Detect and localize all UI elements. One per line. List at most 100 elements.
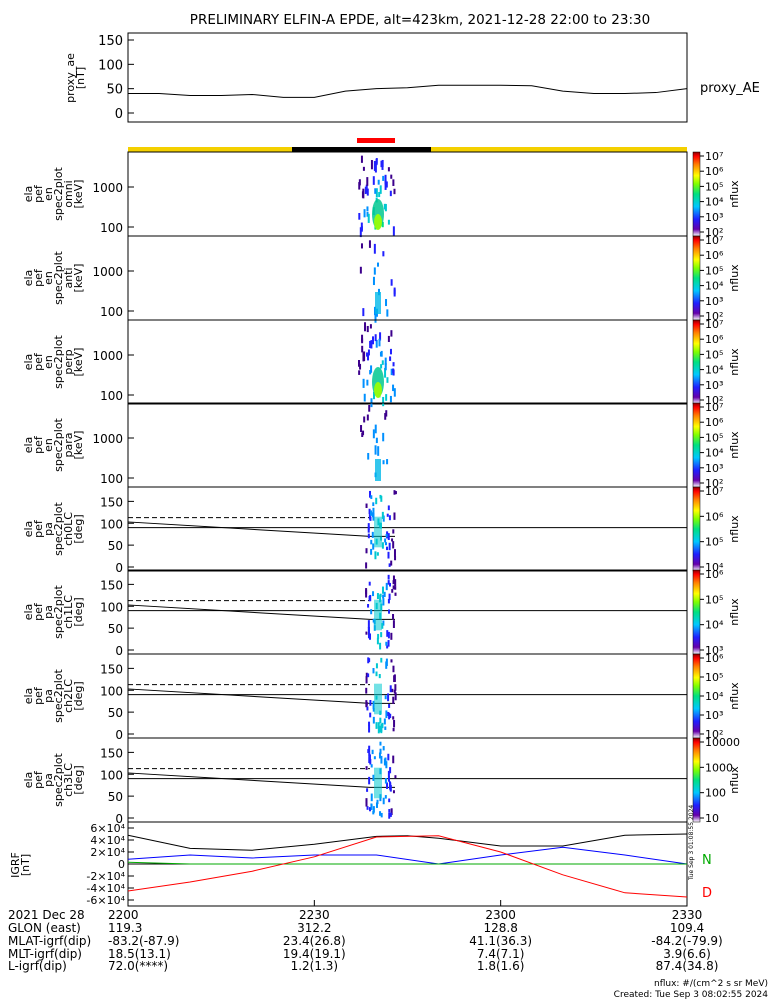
position-value: 7.4(7.1) <box>477 947 525 961</box>
y-axis-label: pef <box>32 435 45 454</box>
y-axis-label: [deg] <box>72 681 85 710</box>
colorbar-2 <box>692 235 701 321</box>
y-axis-label: para <box>62 433 75 458</box>
spectrogram-cell <box>384 367 387 378</box>
spectrogram-cell <box>365 184 368 193</box>
y-axis-label: [keV] <box>72 431 85 460</box>
colorbar-tick-label: 10⁴ <box>705 280 724 293</box>
x-tick-label: 2230 <box>299 908 330 922</box>
spectrogram-cell <box>386 630 389 637</box>
spectrogram-cell <box>366 325 369 333</box>
spectrogram-cell <box>375 802 378 808</box>
y-tick-label: 50 <box>106 83 123 98</box>
colorbar-7 <box>692 653 701 739</box>
spectrogram-cell <box>392 614 395 620</box>
spectrogram-cell <box>388 712 391 720</box>
spectrogram-panel-1: 100 1000 <box>92 151 688 238</box>
spectrogram-cell <box>365 503 368 508</box>
spectrogram-cell <box>392 620 395 628</box>
position-value: 1.8(1.6) <box>477 959 525 973</box>
y-axis-label: spec2plot <box>52 669 65 723</box>
y-axis-label: [nT] <box>74 67 87 89</box>
spectrogram-cell <box>389 356 392 361</box>
y-axis-label: en <box>42 438 55 452</box>
spectrogram-cell <box>388 515 391 521</box>
position-value: 41.1(36.3) <box>469 934 532 948</box>
proxy-ae-plot-frame <box>127 32 688 123</box>
spectrogram-cell <box>388 781 391 789</box>
y-axis-label: perp <box>62 349 75 374</box>
spectrogram-cell <box>373 756 376 760</box>
spectrogram-cell <box>394 586 397 590</box>
colorbar-tick-label: 10⁴ <box>705 690 724 703</box>
colorbar-label: nflux <box>728 348 741 376</box>
colorbar-3 <box>692 319 701 405</box>
spectrogram-cell <box>372 176 375 185</box>
spectrogram-cell <box>389 767 392 774</box>
y-tick-label: 150 <box>100 578 123 592</box>
row-label: 2021 Dec 28 <box>8 908 85 922</box>
spectrogram-cell <box>360 425 363 433</box>
spectrogram-cell <box>387 219 390 225</box>
loss-cone-line <box>127 521 395 537</box>
label-n: N <box>702 853 712 868</box>
spectrogram-cell <box>369 490 372 498</box>
spectrogram-cell <box>394 775 397 779</box>
spectrogram-cell <box>381 586 384 594</box>
spectrogram-cell <box>387 640 390 647</box>
colorbar-tick-label: 10⁶ <box>705 249 724 262</box>
spectrogram-cell <box>386 459 389 465</box>
spectrogram-cell <box>368 725 371 733</box>
spectrogram-cell <box>380 730 383 734</box>
spectrogram-cell <box>388 609 391 614</box>
spectrogram-cell <box>369 700 372 706</box>
y-tick-label: 100 <box>100 517 123 531</box>
spectrogram-cell <box>374 313 377 323</box>
spectrogram-cell <box>384 542 387 546</box>
colorbar-tick-label: 10⁴ <box>705 619 724 632</box>
spectrogram-cell <box>381 511 384 519</box>
y-tick-label: -6×10⁴ <box>86 894 125 907</box>
spectrogram-panel-3: 100 1000 <box>92 319 688 408</box>
spectrogram-cell <box>389 685 392 693</box>
spectrogram-cell <box>388 798 391 803</box>
spectrogram-cell <box>372 668 375 674</box>
spectrogram-cell <box>365 799 368 807</box>
y-axis-label: [keV] <box>72 180 85 209</box>
spectrogram-cell <box>363 416 366 423</box>
spectrogram-cell <box>381 164 384 170</box>
igrf-series-4 <box>127 835 688 898</box>
y-tick-label: 0 <box>118 858 125 871</box>
spectrogram-cell <box>383 591 386 598</box>
spectrogram-cell <box>371 531 374 538</box>
spectrogram-cell <box>371 749 374 755</box>
y-tick-label: 1000 <box>92 265 123 279</box>
spectrogram-cell <box>394 692 397 701</box>
spectrogram-cell <box>373 160 376 171</box>
spectrogram-cell <box>367 630 370 639</box>
spectrogram-cell <box>376 593 379 599</box>
spectrogram-cell <box>394 592 397 596</box>
spectrogram-cell <box>366 379 369 386</box>
spectrogram-cell <box>368 508 371 515</box>
spectrogram-cell <box>383 718 386 725</box>
y-axis-label: en <box>42 187 55 201</box>
spectrogram-cell <box>372 618 375 623</box>
position-value: 18.5(13.1) <box>108 947 171 961</box>
y-tick-label: 100 <box>98 58 123 73</box>
spectrogram-cell <box>392 716 395 720</box>
spectrogram-cell <box>358 359 361 367</box>
colorbar-label: nflux <box>728 682 741 710</box>
spectrogram-cell <box>387 335 390 342</box>
y-axis-label: [keV] <box>72 264 85 293</box>
spectrogram-cell <box>382 460 385 465</box>
y-axis-label: ela <box>22 354 35 371</box>
spectrogram-cell <box>387 770 390 777</box>
spectrogram-cell <box>368 240 371 248</box>
spectrogram-cell <box>379 811 382 816</box>
y-axis-label: pa <box>42 605 55 619</box>
spectrogram-cell <box>387 580 390 585</box>
eclipse-bar <box>292 147 431 152</box>
position-value: 109.4 <box>670 921 704 935</box>
